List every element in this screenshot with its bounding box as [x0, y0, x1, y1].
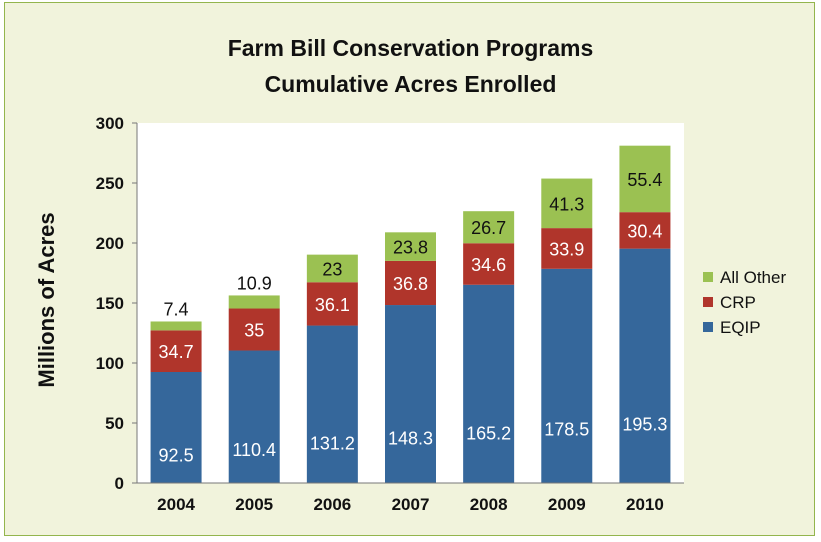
data-label: 148.3: [388, 429, 433, 449]
legend-label: All Other: [720, 268, 786, 287]
bar-segment-eqip: [228, 350, 280, 483]
bar-segment-crp: [150, 330, 202, 372]
data-label: 10.9: [237, 273, 272, 293]
x-tick-label: 2010: [626, 495, 664, 514]
bars-group: 92.5 34.7 7.4 110.4 35 10.9 131.2 36.1 23 148.3 36…: [150, 145, 671, 483]
chart-subtitle: Cumulative Acres Enrolled: [264, 71, 557, 97]
legend-swatch: [703, 272, 713, 282]
chart-title-block: Farm Bill Conservation Programs Cumulati…: [0, 30, 821, 102]
data-label: 30.4: [627, 221, 662, 241]
bar-segment-crp: [619, 212, 671, 249]
bar-segment-crp: [385, 260, 436, 306]
legend: All Other CRP EQIP: [703, 268, 786, 337]
x-tick-label: 2009: [548, 495, 586, 514]
bar-segment-crp: [541, 228, 593, 269]
y-tick-label: 250: [96, 174, 124, 193]
y-tick-label: 50: [105, 414, 124, 433]
x-tick-label: 2008: [470, 495, 508, 514]
bar-segment-eqip: [150, 372, 202, 483]
data-label: 7.4: [164, 299, 189, 319]
data-label: 34.7: [159, 342, 194, 362]
data-label: 23.8: [393, 238, 428, 258]
y-tick-label: 300: [96, 114, 124, 133]
data-label: 33.9: [549, 239, 584, 259]
data-label: 195.3: [622, 414, 667, 434]
data-label: 165.2: [466, 423, 511, 443]
x-tick-label: 2005: [235, 495, 273, 514]
bar-segment-all-other: [541, 178, 593, 229]
data-label: 131.2: [310, 434, 355, 454]
y-axis: 0 50 100 150 200 250 300: [96, 114, 138, 493]
bar-segment-all-other: [150, 321, 202, 331]
legend-swatch: [703, 322, 713, 332]
data-label: 23: [322, 259, 342, 279]
x-tick-label: 2006: [313, 495, 351, 514]
bar-segment-eqip: [541, 268, 593, 483]
bar-segment-crp: [306, 282, 358, 326]
bar-segment-all-other: [619, 145, 671, 213]
legend-label: EQIP: [720, 318, 761, 337]
data-label: 55.4: [627, 170, 662, 190]
bar-segment-crp: [228, 308, 280, 351]
y-tick-label: 0: [115, 474, 124, 493]
data-label: 110.4: [232, 440, 276, 460]
bar-segment-eqip: [463, 284, 515, 483]
data-label: 36.1: [315, 295, 350, 315]
y-tick-label: 150: [96, 294, 124, 313]
data-label: 92.5: [159, 445, 194, 465]
y-axis-label: Millions of Acres: [34, 212, 59, 387]
data-label: 178.5: [544, 419, 589, 439]
bar-segment-eqip: [306, 325, 358, 483]
chart-title: Farm Bill Conservation Programs: [227, 35, 594, 61]
bar-segment-all-other: [306, 254, 358, 283]
y-tick-label: 200: [96, 234, 124, 253]
bar-segment-eqip: [619, 248, 671, 483]
data-label: 36.8: [393, 274, 428, 294]
bar-segment-all-other: [385, 232, 436, 261]
y-tick-label: 100: [96, 354, 124, 373]
data-label: 41.3: [549, 194, 584, 214]
data-label: 34.6: [471, 255, 506, 275]
x-tick-label: 2004: [157, 495, 195, 514]
x-axis: 2004 2005 2006 2007 2008 2009 2010: [137, 482, 684, 514]
x-tick-label: 2007: [392, 495, 430, 514]
data-label: 26.7: [471, 218, 506, 238]
legend-label: CRP: [720, 293, 756, 312]
bar-segment-all-other: [463, 211, 515, 244]
legend-swatch: [703, 297, 713, 307]
bar-segment-eqip: [385, 305, 436, 483]
bar-segment-all-other: [228, 295, 280, 309]
data-label: 35: [244, 321, 264, 341]
bar-segment-crp: [463, 243, 515, 285]
